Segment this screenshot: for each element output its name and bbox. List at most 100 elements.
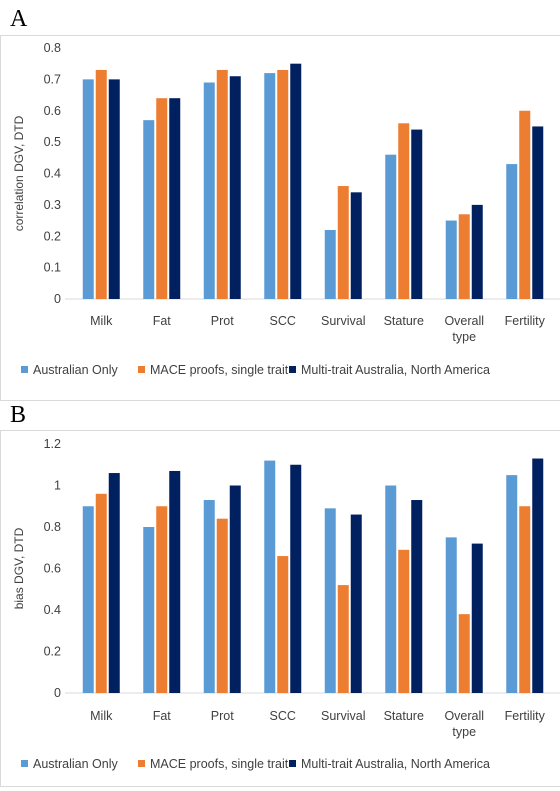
bar-multi-trait xyxy=(169,98,181,299)
panel-label-a: A xyxy=(10,6,28,32)
bar-australian-only xyxy=(445,220,457,299)
x-category-label: Prot xyxy=(211,709,234,723)
y-tick-label: 0.4 xyxy=(44,603,61,617)
y-tick-label: 0.8 xyxy=(44,520,61,534)
bar-mace-single-trait xyxy=(458,614,470,693)
x-category-label: type xyxy=(452,725,476,739)
legend-entry: MACE proofs, single trait xyxy=(150,363,289,377)
y-tick-label: 0.6 xyxy=(44,562,61,576)
chart-b-frame: bias DGV, DTD 0 0.2 0.4 0.6 0.8 1 1.2 Milk Fat Pro… xyxy=(0,430,560,787)
bar-australian-only xyxy=(264,460,276,693)
bar-mace-single-trait xyxy=(216,518,228,693)
bar-australian-only xyxy=(82,79,94,299)
bar-australian-only xyxy=(385,485,397,693)
y-tick-label: 0 xyxy=(54,686,61,700)
bar-australian-only xyxy=(203,500,215,693)
legend-entry: Australian Only xyxy=(33,363,119,377)
y-axis-label: correlation DGV, DTD xyxy=(12,115,26,231)
x-category-label: Stature xyxy=(384,709,424,723)
bar-mace-single-trait xyxy=(398,549,410,693)
bar-multi-trait xyxy=(290,63,302,299)
legend-entry: Multi-trait Australia, North America xyxy=(301,757,490,771)
y-tick-label: 0.3 xyxy=(44,198,61,212)
bar-multi-trait xyxy=(108,79,120,299)
x-category-label: SCC xyxy=(270,314,296,328)
bar-multi-trait xyxy=(350,514,362,693)
bar-multi-trait xyxy=(532,458,544,693)
bar-australian-only xyxy=(506,475,518,693)
y-tick-label: 0.8 xyxy=(44,41,61,55)
y-tick-label: 0.7 xyxy=(44,72,61,86)
y-tick-label: 0.2 xyxy=(44,645,61,659)
y-tick-label: 1.2 xyxy=(44,437,61,451)
bar-mace-single-trait xyxy=(95,493,107,693)
y-tick-label: 0.6 xyxy=(44,104,61,118)
bar-australian-only xyxy=(143,120,155,299)
bar-australian-only xyxy=(506,164,518,299)
x-category-label: Fat xyxy=(153,709,172,723)
bar-australian-only xyxy=(324,229,336,299)
legend-swatch xyxy=(138,366,145,373)
x-category-label: Milk xyxy=(90,709,113,723)
bar-australian-only xyxy=(264,73,276,299)
bar-mace-single-trait xyxy=(156,506,168,693)
bar-multi-trait xyxy=(471,543,483,693)
panel-label-b: B xyxy=(10,402,27,428)
x-category-label: Prot xyxy=(211,314,234,328)
bar-australian-only xyxy=(324,508,336,693)
x-category-label: Stature xyxy=(384,314,424,328)
bar-multi-trait xyxy=(169,470,181,693)
bar-multi-trait xyxy=(108,473,120,693)
bar-mace-single-trait xyxy=(216,69,228,300)
y-axis-label: bias DGV, DTD xyxy=(12,527,26,609)
x-category-label: Fertility xyxy=(505,314,546,328)
legend-entry: Multi-trait Australia, North America xyxy=(301,363,490,377)
x-category-label: Survival xyxy=(321,709,365,723)
bar-mace-single-trait xyxy=(458,214,470,299)
y-tick-label: 0.2 xyxy=(44,229,61,243)
legend-swatch xyxy=(21,366,28,373)
x-category-label: Overall xyxy=(444,314,484,328)
bar-multi-trait xyxy=(350,192,362,299)
x-category-label: Milk xyxy=(90,314,113,328)
y-tick-label: 0.5 xyxy=(44,135,61,149)
legend-swatch xyxy=(289,366,296,373)
x-category-label: Fertility xyxy=(505,709,546,723)
bar-multi-trait xyxy=(229,485,241,693)
x-category-label: SCC xyxy=(270,709,296,723)
bar-mace-single-trait xyxy=(519,110,531,299)
bar-mace-single-trait xyxy=(277,556,289,693)
bar-multi-trait xyxy=(411,500,423,693)
bar-australian-only xyxy=(385,154,397,299)
bias-bar-chart: bias DGV, DTD 0 0.2 0.4 0.6 0.8 1 1.2 Milk Fat Pro… xyxy=(12,437,560,771)
y-tick-label: 0.1 xyxy=(44,261,61,275)
y-tick-label: 1 xyxy=(54,479,61,493)
bar-multi-trait xyxy=(411,129,423,299)
correlation-bar-chart: correlation DGV, DTD 0 0.1 0.2 0.3 0.4 0.5 0.6 0… xyxy=(12,41,560,377)
legend-swatch xyxy=(21,760,28,767)
x-category-label: Survival xyxy=(321,314,365,328)
bar-mace-single-trait xyxy=(277,69,289,300)
legend-swatch xyxy=(289,760,296,767)
x-category-label: Overall xyxy=(444,709,484,723)
bar-multi-trait xyxy=(471,204,483,299)
legend-entry: MACE proofs, single trait xyxy=(150,757,289,771)
legend-swatch xyxy=(138,760,145,767)
bar-mace-single-trait xyxy=(519,506,531,693)
bar-australian-only xyxy=(445,537,457,693)
bar-mace-single-trait xyxy=(156,98,168,299)
bar-multi-trait xyxy=(229,76,241,299)
bar-multi-trait xyxy=(532,126,544,299)
x-category-label: Fat xyxy=(153,314,172,328)
y-tick-label: 0 xyxy=(54,292,61,306)
bar-australian-only xyxy=(143,527,155,693)
chart-a-frame: correlation DGV, DTD 0 0.1 0.2 0.3 0.4 0.5 0.6 0… xyxy=(0,35,560,401)
bar-mace-single-trait xyxy=(398,123,410,299)
bar-mace-single-trait xyxy=(337,186,349,299)
y-tick-label: 0.4 xyxy=(44,167,61,181)
bar-multi-trait xyxy=(290,464,302,693)
bar-australian-only xyxy=(203,82,215,299)
bar-mace-single-trait xyxy=(95,69,107,300)
bar-mace-single-trait xyxy=(337,585,349,693)
legend-entry: Australian Only xyxy=(33,757,119,771)
